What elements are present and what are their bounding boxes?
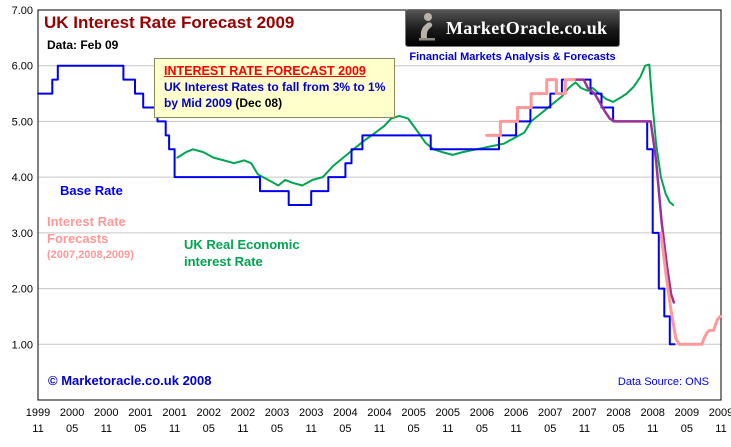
copyright-label: © Marketoracle.co.uk 2008 <box>48 373 212 388</box>
y-axis-tick-label: 4.00 <box>12 172 33 184</box>
x-axis-month-label: 11 <box>305 423 316 435</box>
x-axis-year-label: 2004 <box>367 407 391 419</box>
marketoracle-logo: MarketOracle.co.uk <box>405 9 620 47</box>
y-axis-tick-label: 3.00 <box>12 228 33 240</box>
x-axis-year-label: 2007 <box>572 407 596 419</box>
x-axis-year-label: 2003 <box>265 407 289 419</box>
callout-line2-note: (Dec 08) <box>235 96 283 110</box>
x-axis-month-label: 11 <box>647 423 658 435</box>
x-axis-month-label: 11 <box>32 423 43 435</box>
forecast-label-years: (2007,2008,2009) <box>47 249 134 261</box>
y-axis-tick-label: 6.00 <box>12 61 33 73</box>
x-axis-month-label: 11 <box>510 423 521 435</box>
series-interest-rate-forecast-2009 <box>659 231 722 346</box>
x-axis-year-label: 2005 <box>436 407 460 419</box>
callout-line1: UK Interest Rates to fall from 3% to 1% <box>164 80 386 94</box>
x-axis-month-label: 11 <box>715 423 726 435</box>
x-axis-year-label: 2000 <box>60 407 84 419</box>
x-axis-year-label: 2003 <box>299 407 323 419</box>
x-axis-month-label: 11 <box>374 423 385 435</box>
real-rate-label-line2: interest Rate <box>184 254 263 269</box>
y-axis-tick-label: 7.00 <box>12 5 33 17</box>
statue-icon <box>414 11 440 46</box>
callout-title: INTEREST RATE FORECAST 2009 <box>164 64 366 78</box>
x-axis-year-label: 2008 <box>606 407 630 419</box>
x-axis-month-label: 05 <box>339 423 351 435</box>
x-axis-year-label: 2009 <box>709 407 731 419</box>
y-axis-tick-label: 2.00 <box>12 284 33 296</box>
data-source-label: Data Source: ONS <box>617 376 709 388</box>
page-title: UK Interest Rate Forecast 2009 <box>44 13 295 32</box>
x-axis-month-label: 05 <box>66 423 78 435</box>
x-axis-month-label: 05 <box>203 423 215 435</box>
y-axis-tick-label: 1.00 <box>12 339 33 351</box>
x-axis-month-label: 05 <box>544 423 556 435</box>
forecast-label-line1: Interest Rate <box>47 214 126 229</box>
x-axis-year-label: 2008 <box>640 407 664 419</box>
x-axis-year-label: 2002 <box>231 407 255 419</box>
forecast-label-line2: Forecasts <box>47 231 109 246</box>
x-axis-year-label: 2001 <box>162 407 186 419</box>
x-axis-month-label: 11 <box>237 423 248 435</box>
x-axis-month-label: 11 <box>579 423 590 435</box>
x-axis-month-label: 11 <box>442 423 453 435</box>
x-axis-year-label: 2007 <box>538 407 562 419</box>
x-axis-month-label: 05 <box>476 423 488 435</box>
x-axis-year-label: 1999 <box>26 407 50 419</box>
forecast-series-label: Interest Rate Forecasts (2007,2008,2009) <box>47 213 134 264</box>
series-interest-rate-forecast-2007 <box>485 78 576 137</box>
forecast-callout: INTEREST RATE FORECAST 2009 UK Interest … <box>154 58 396 118</box>
y-axis-tick-label: 5.00 <box>12 116 33 128</box>
x-axis-month-label: 11 <box>169 423 180 435</box>
base-rate-series-label: Base Rate <box>60 183 123 198</box>
callout-line2-text: by Mid 2009 <box>164 96 236 110</box>
plot-border <box>37 9 722 401</box>
series-interest-rate-forecast-2008 <box>572 78 676 304</box>
real-rate-label-line1: UK Real Economic <box>184 237 300 252</box>
real-rate-series-label: UK Real Economic interest Rate <box>184 236 300 270</box>
x-axis-year-label: 2006 <box>504 407 528 419</box>
x-axis-month-label: 11 <box>101 423 112 435</box>
x-axis-year-label: 2004 <box>333 407 357 419</box>
x-axis-month-label: 05 <box>612 423 624 435</box>
series-uk-real-economic-interest-rate <box>176 63 675 206</box>
x-axis-month-label: 05 <box>681 423 693 435</box>
x-axis-year-label: 2001 <box>128 407 152 419</box>
x-axis-month-label: 05 <box>271 423 283 435</box>
logo-tagline: Financial Markets Analysis & Forecasts <box>409 51 616 63</box>
x-axis-year-label: 2002 <box>197 407 221 419</box>
data-date-label: Data: Feb 09 <box>47 38 119 52</box>
x-axis-year-label: 2000 <box>94 407 118 419</box>
x-axis-year-label: 2005 <box>401 407 425 419</box>
callout-line2: by Mid 2009 (Dec 08) <box>164 95 385 111</box>
x-axis-year-label: 2009 <box>675 407 699 419</box>
x-axis-month-label: 05 <box>134 423 146 435</box>
logo-brand-text: MarketOracle.co.uk <box>446 17 608 38</box>
x-axis-month-label: 05 <box>408 423 420 435</box>
x-axis-year-label: 2006 <box>470 407 494 419</box>
